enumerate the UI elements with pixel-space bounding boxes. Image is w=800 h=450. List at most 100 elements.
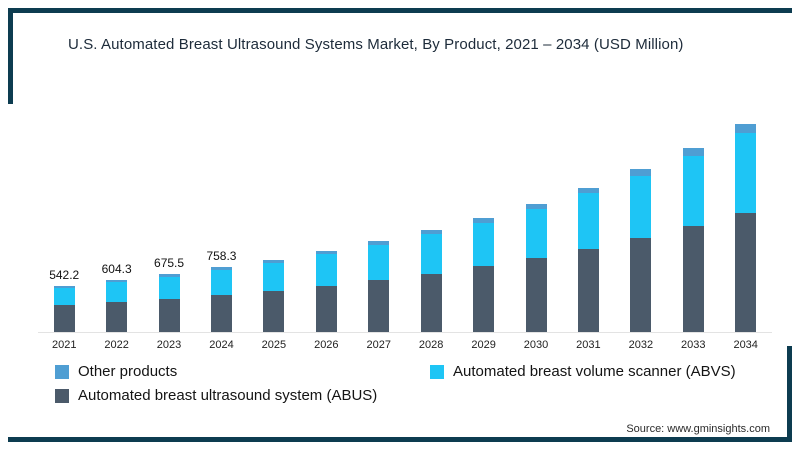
bar-group-2033: 2033 <box>667 100 719 351</box>
stacked-bar <box>53 285 75 332</box>
x-axis-label: 2032 <box>628 339 654 351</box>
bar-segment-other <box>210 267 232 270</box>
bar-segment-other <box>263 259 285 263</box>
bar-segment-abus <box>735 212 757 332</box>
bar-segment-abvs <box>577 193 599 249</box>
chart-title: U.S. Automated Breast Ultrasound Systems… <box>68 36 684 53</box>
stacked-bar <box>263 259 285 332</box>
bar-segment-other <box>735 124 757 133</box>
bar-segment-abvs <box>315 254 337 286</box>
x-axis-label: 2031 <box>576 339 601 351</box>
bar-segment-abus <box>420 273 442 332</box>
bar-segment-abvs <box>420 234 442 274</box>
bar-segment-abvs <box>158 276 180 299</box>
bar-segment-abus <box>210 294 232 332</box>
bar-segment-other <box>630 169 652 176</box>
legend: Other products Automated breast volume s… <box>55 363 765 404</box>
frame-border-bottom <box>8 437 792 442</box>
bar-segment-other <box>106 280 128 283</box>
bar-segment-abus <box>263 290 285 332</box>
bar-segment-abvs <box>630 175 652 239</box>
bar-segment-abvs <box>525 208 547 259</box>
bar-group-2023: 675.5 2023 <box>143 100 195 351</box>
bar-segment-abvs <box>210 269 232 295</box>
legend-item-abvs: Automated breast volume scanner (ABVS) <box>430 363 765 380</box>
frame-border-top <box>8 8 792 13</box>
bar-group-2028: 2028 <box>405 100 457 351</box>
bar-segment-abus <box>158 298 180 332</box>
stacked-bar <box>577 187 599 332</box>
bar-segment-abus <box>682 226 704 332</box>
bar-group-2029: 2029 <box>457 100 509 351</box>
bar-segment-abvs <box>106 282 128 303</box>
x-axis-label: 2021 <box>51 339 77 351</box>
bar-segment-abus <box>315 285 337 332</box>
bar-segment-abus <box>368 279 390 332</box>
bar-group-2022: 604.3 2022 <box>90 100 142 351</box>
x-axis-label: 2023 <box>156 339 182 351</box>
bar-segment-abus <box>53 305 75 332</box>
stacked-bar <box>525 203 547 332</box>
bar-segment-abvs <box>368 245 390 280</box>
value-label: 604.3 <box>101 262 132 277</box>
bar-segment-abvs <box>735 132 757 213</box>
bar-group-2024: 758.3 2024 <box>195 100 247 351</box>
plot-area: 542.2 2021 604.3 2022 675.5 2023 758.3 2024 2025… <box>38 100 772 351</box>
legend-swatch-other-products <box>55 364 69 379</box>
x-axis-label: 2028 <box>418 339 444 351</box>
bar-segment-other <box>682 148 704 156</box>
x-axis-label: 2029 <box>471 339 496 351</box>
x-axis-label: 2026 <box>314 339 339 351</box>
bar-group-2027: 2027 <box>353 100 405 351</box>
bar-segment-other <box>525 203 547 209</box>
bar-segment-abus <box>473 266 495 332</box>
bar-segment-abus <box>577 248 599 332</box>
legend-item-other-products: Other products <box>55 363 430 380</box>
bar-segment-other <box>315 251 337 255</box>
frame-border-left <box>8 8 13 104</box>
bar-segment-abvs <box>682 155 704 227</box>
value-label: 542.2 <box>49 267 80 282</box>
bar-segment-other <box>158 274 180 277</box>
stacked-bar <box>106 280 128 332</box>
legend-label-other-products: Other products <box>78 363 178 380</box>
bar-segment-other <box>53 285 75 288</box>
legend-swatch-abvs <box>430 364 444 379</box>
x-axis-label: 2025 <box>261 339 287 351</box>
x-axis-label: 2024 <box>209 339 234 351</box>
bar-group-2025: 2025 <box>248 100 300 351</box>
bar-segment-abus <box>106 302 128 332</box>
x-axis-label: 2034 <box>733 339 758 351</box>
bar-group-2034: 2034 <box>719 100 771 351</box>
stacked-bar <box>315 251 337 332</box>
legend-label-abus: Automated breast ultrasound system (ABUS… <box>78 387 378 404</box>
stacked-bar <box>630 169 652 332</box>
value-label: 758.3 <box>206 249 237 264</box>
stacked-bar <box>682 148 704 332</box>
legend-swatch-abus <box>55 388 69 403</box>
bar-segment-abvs <box>53 287 75 306</box>
bar-segment-other <box>577 187 599 194</box>
stacked-bar <box>420 230 442 332</box>
x-axis-line <box>38 332 772 333</box>
bar-group-2031: 2031 <box>562 100 614 351</box>
frame-border-right <box>787 346 792 442</box>
x-axis-label: 2022 <box>104 339 129 351</box>
legend-label-abvs: Automated breast volume scanner (ABVS) <box>453 363 736 380</box>
x-axis-label: 2027 <box>366 339 391 351</box>
bar-segment-abus <box>630 238 652 332</box>
stacked-bar <box>158 274 180 332</box>
value-label: 675.5 <box>154 256 185 271</box>
bar-segment-abvs <box>473 222 495 267</box>
bar-group-2021: 542.2 2021 <box>38 100 90 351</box>
stacked-bar <box>368 241 390 332</box>
bar-segment-abus <box>525 258 547 332</box>
stacked-bar <box>473 217 495 332</box>
x-axis-label: 2030 <box>523 339 549 351</box>
source-text: Source: www.gminsights.com <box>626 423 770 435</box>
bar-segment-other <box>473 217 495 223</box>
bar-segment-other <box>420 230 442 235</box>
x-axis-label: 2033 <box>681 339 706 351</box>
bar-group-2026: 2026 <box>300 100 352 351</box>
